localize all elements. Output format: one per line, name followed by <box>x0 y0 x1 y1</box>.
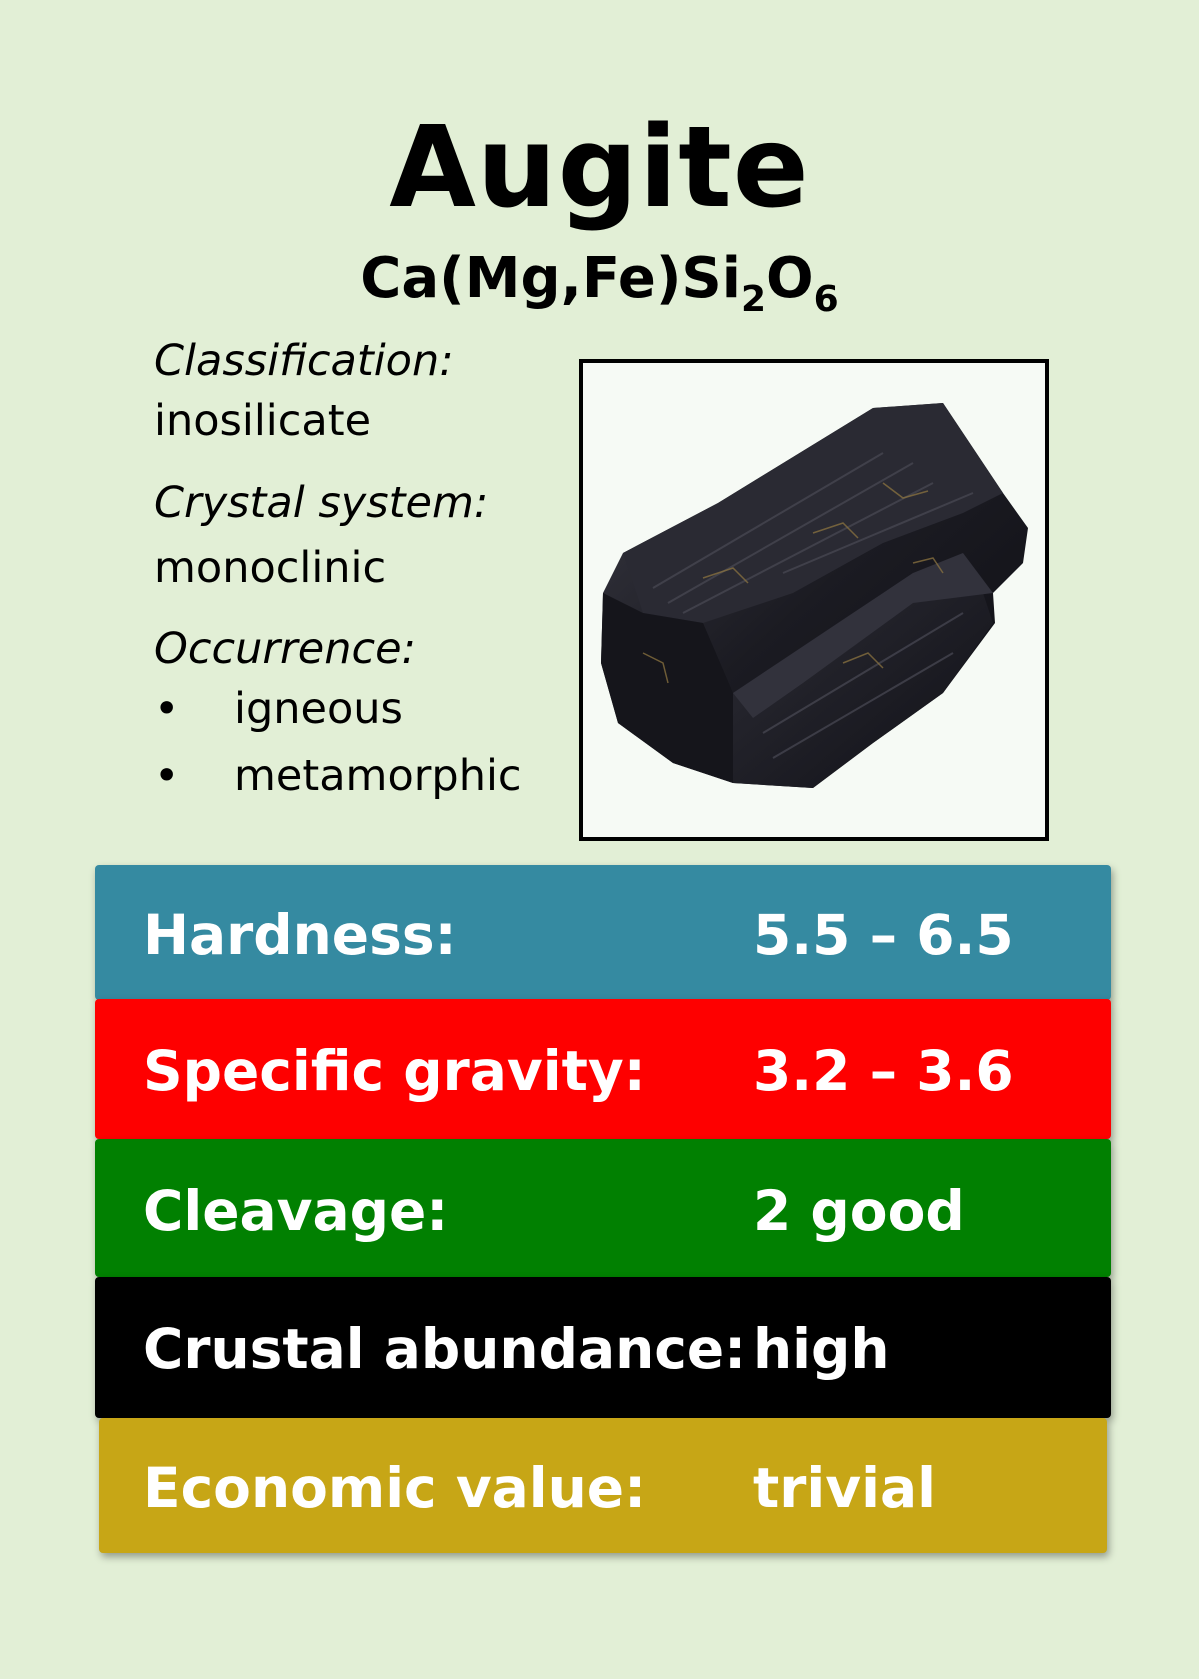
formula-sub1: 2 <box>740 279 767 320</box>
property-label: Crustal abundance: <box>143 1317 747 1381</box>
property-row-cleavage: Cleavage: 2 good <box>95 1139 1111 1277</box>
occurrence-label: Occurrence: <box>154 624 417 674</box>
crystal-system-value: monoclinic <box>154 543 387 593</box>
property-label: Economic value: <box>143 1456 647 1520</box>
property-row-crustal-abundance: Crustal abundance: high <box>95 1277 1111 1418</box>
formula-part1: Ca(Mg,Fe)Si <box>360 246 741 311</box>
classification-label: Classification: <box>154 336 454 386</box>
property-row-hardness: Hardness: 5.5 – 6.5 <box>95 865 1111 1000</box>
property-value: high <box>753 1317 890 1381</box>
mineral-name: Augite <box>389 103 810 233</box>
formula-sub2: 6 <box>813 279 839 320</box>
property-label: Hardness: <box>143 903 457 967</box>
property-label: Specific gravity: <box>143 1039 646 1103</box>
formula-part2: O <box>766 246 814 311</box>
classification-value: inosilicate <box>154 396 372 446</box>
mineral-photo <box>579 359 1049 841</box>
property-value: trivial <box>753 1456 936 1520</box>
property-row-specific-gravity: Specific gravity: 3.2 – 3.6 <box>95 999 1111 1139</box>
crystal-system-label: Crystal system: <box>154 478 489 528</box>
chemical-formula: Ca(Mg,Fe)Si2O6 <box>0 246 1199 318</box>
augite-crystal-image <box>601 403 1028 788</box>
property-value: 3.2 – 3.6 <box>753 1039 1014 1103</box>
property-row-economic-value: Economic value: trivial <box>99 1418 1107 1553</box>
occurrence-item: igneous <box>234 684 403 734</box>
property-value: 5.5 – 6.5 <box>753 903 1014 967</box>
property-value: 2 good <box>753 1179 965 1243</box>
bullet-icon: • <box>154 751 180 801</box>
occurrence-item: metamorphic <box>234 751 522 801</box>
property-label: Cleavage: <box>143 1179 449 1243</box>
bullet-icon: • <box>154 684 180 734</box>
